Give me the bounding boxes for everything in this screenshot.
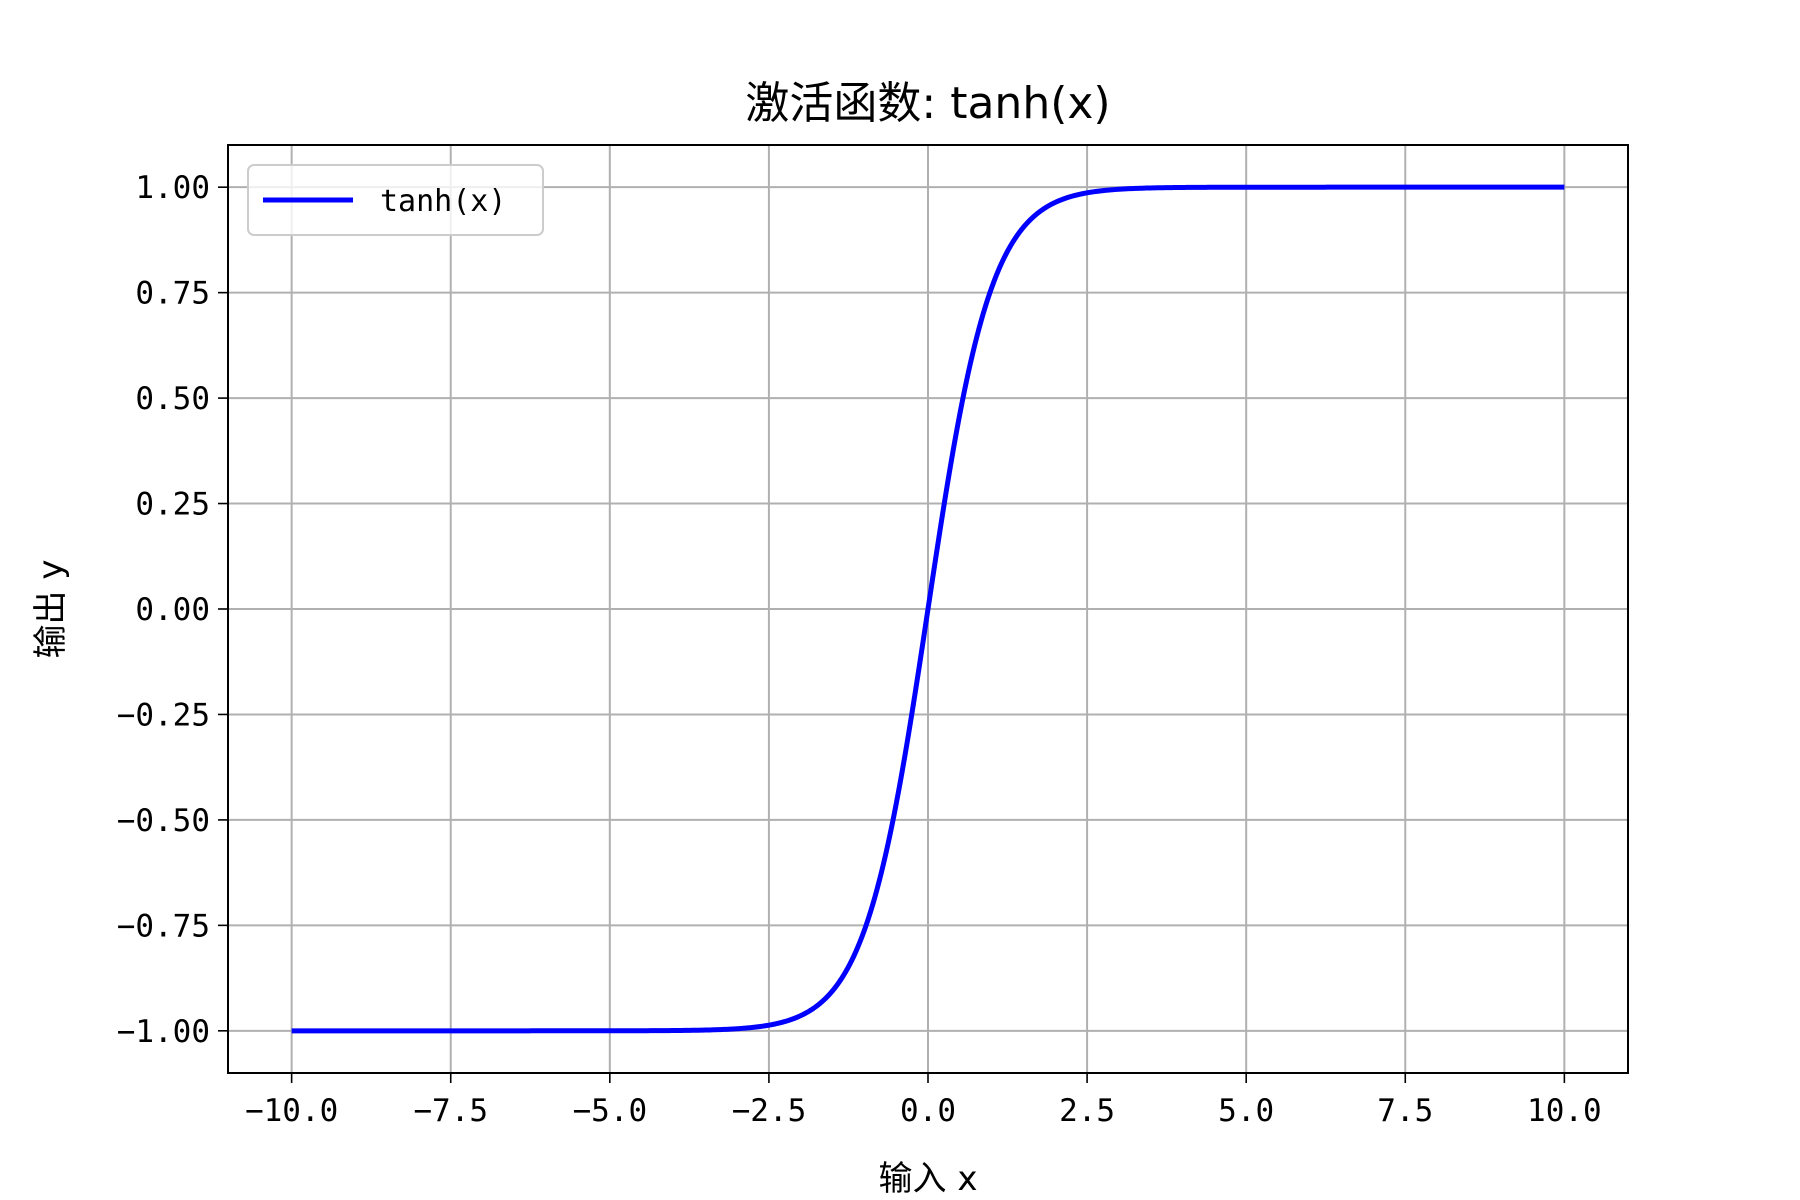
y-tick-label: 0.50 xyxy=(135,381,210,417)
x-tick-label: 0.0 xyxy=(900,1093,956,1129)
y-tick-label: 1.00 xyxy=(135,170,210,206)
y-tick-label: 0.75 xyxy=(135,276,210,312)
y-tick-label: −1.00 xyxy=(117,1014,210,1050)
x-tick-label: −7.5 xyxy=(413,1093,488,1129)
y-tick-label: −0.50 xyxy=(117,803,210,839)
x-tick-label: −5.0 xyxy=(572,1093,647,1129)
x-tick-label: 7.5 xyxy=(1377,1093,1433,1129)
y-tick-label: 0.00 xyxy=(135,592,210,628)
y-axis-label: 输出 y xyxy=(31,560,71,659)
x-tick-label: 2.5 xyxy=(1059,1093,1115,1129)
x-tick-label: 10.0 xyxy=(1527,1093,1602,1129)
y-tick-label: −0.25 xyxy=(117,697,210,733)
x-tick-label: −10.0 xyxy=(245,1093,338,1129)
legend: tanh(x) xyxy=(247,164,544,236)
legend-box xyxy=(247,164,544,236)
legend-label: tanh(x) xyxy=(380,184,506,219)
chart-title: 激活函数: tanh(x) xyxy=(745,78,1110,129)
ticks: −10.0 −7.5 −5.0 −2.5 0.0 2.5 5.0 7.5 10.0 −1.00 −0… xyxy=(117,170,1602,1129)
y-tick-label: −0.75 xyxy=(117,908,210,944)
series-layer xyxy=(291,184,1565,1034)
y-tick-label: 0.25 xyxy=(135,487,210,523)
x-axis-label: 输入 x xyxy=(879,1159,978,1199)
series-line-tanh xyxy=(291,184,1565,1034)
x-tick-label: −2.5 xyxy=(732,1093,807,1129)
x-tick-label: 5.0 xyxy=(1218,1093,1274,1129)
